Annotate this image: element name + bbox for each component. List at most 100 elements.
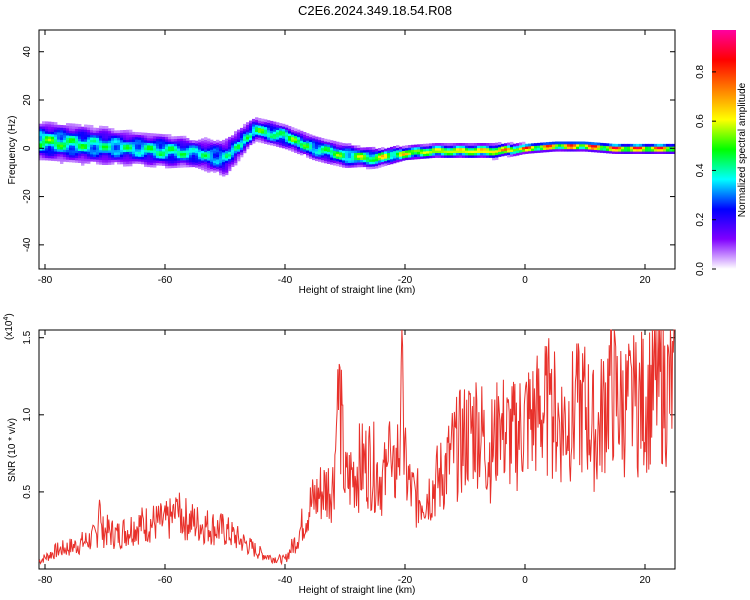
heatmap-cell (141, 147, 145, 150)
heatmap-cell (510, 141, 514, 145)
heatmap-cell (480, 145, 484, 149)
heatmap-cell (222, 154, 226, 158)
heatmap-cell (159, 143, 163, 147)
heatmap-cell (354, 152, 358, 156)
heatmap-cell (189, 142, 193, 146)
heatmap-cell (93, 159, 97, 162)
heatmap-cell (108, 135, 112, 139)
heatmap-cell (435, 143, 439, 146)
heatmap-cell (462, 150, 466, 153)
heatmap-cell (96, 161, 100, 165)
colorbar-gradient (712, 30, 736, 269)
heatmap-cell (492, 155, 496, 158)
heatmap-cell (129, 163, 133, 167)
heatmap-cell (672, 143, 676, 147)
heatmap-cell (381, 161, 385, 165)
heatmap-cell (105, 140, 109, 144)
heatmap-cell (183, 157, 187, 161)
heatmap-cell (528, 146, 532, 149)
heatmap-cell (609, 143, 613, 147)
heatmap-cell (204, 149, 208, 153)
heatmap-cell (420, 144, 424, 147)
heatmap-cell (162, 139, 166, 142)
heatmap-cell (129, 156, 133, 159)
heatmap-cell (537, 145, 541, 149)
heatmap-cell (216, 151, 220, 155)
heatmap-cell (234, 157, 238, 161)
heatmap-cell (489, 150, 493, 153)
heatmap-cell (207, 162, 211, 166)
heatmap-cell (405, 147, 409, 151)
heatmap-cell (234, 140, 238, 144)
heatmap-cell (426, 146, 430, 149)
heatmap-cell (297, 132, 301, 135)
heatmap-cell (129, 141, 133, 145)
heatmap-cell (84, 124, 88, 128)
heatmap-cell (39, 152, 43, 156)
heatmap-cell (78, 155, 82, 159)
heatmap-cell (135, 153, 139, 157)
heatmap-cell (207, 140, 211, 144)
heatmap-cell (75, 145, 79, 149)
heatmap-cell (255, 136, 259, 140)
heatmap-cell (225, 138, 229, 142)
heatmap-cell (129, 146, 133, 150)
heatmap-cell (657, 148, 661, 152)
heatmap-cell (84, 153, 88, 157)
heatmap-cell (234, 162, 238, 166)
heatmap-cell (597, 145, 601, 148)
heatmap-cell (123, 149, 127, 153)
heatmap-cell (72, 135, 76, 139)
heatmap-x-axis-label: Height of straight line (km) (299, 285, 416, 296)
heatmap-cell (318, 151, 322, 155)
heatmap-cell (96, 142, 100, 146)
heatmap-cell (330, 161, 334, 165)
heatmap-cell (447, 150, 451, 153)
heatmap-cell (423, 155, 427, 159)
heatmap-cell (150, 159, 154, 163)
heatmap-cell (150, 133, 154, 136)
heatmap-cell (72, 123, 76, 127)
heatmap-cell (219, 143, 223, 147)
heatmap-cell (168, 148, 172, 152)
heatmap-cell (312, 150, 316, 153)
heatmap-cell (390, 156, 394, 160)
heatmap-cell (369, 154, 373, 158)
heatmap-cell (357, 154, 361, 158)
heatmap-cell (468, 143, 472, 146)
heatmap-cell (453, 143, 457, 146)
heatmap-cell (222, 166, 226, 170)
heatmap-cell (369, 164, 373, 167)
heatmap-cell (72, 147, 76, 151)
heatmap-cell (282, 138, 286, 142)
heatmap-cell (117, 142, 121, 146)
heatmap-cell (306, 140, 310, 144)
heatmap-cell (201, 162, 205, 166)
heatmap-cell (156, 162, 160, 166)
heatmap-cell (180, 140, 184, 144)
heatmap-cell (561, 148, 565, 152)
heatmap-cell (306, 154, 310, 158)
heatmap-cell (213, 145, 217, 149)
heatmap-cell (117, 137, 121, 141)
heatmap-cell (192, 157, 196, 160)
heatmap-cell (435, 155, 439, 158)
heatmap-cell (255, 122, 259, 125)
heatmap-cell (288, 133, 292, 136)
heatmap-cell (141, 134, 145, 138)
heatmap-cell (258, 120, 262, 124)
heatmap-cell (165, 143, 169, 147)
heatmap-cell (135, 141, 139, 145)
heatmap-cell (351, 157, 355, 161)
heatmap-cell (582, 148, 586, 152)
heatmap-cell (120, 159, 124, 162)
heatmap-cell (120, 156, 124, 160)
heatmap-cell (495, 152, 499, 156)
heatmap-cell (345, 155, 349, 159)
heatmap-cell (105, 162, 109, 165)
heatmap-cell (309, 136, 313, 140)
heatmap-cell (144, 132, 148, 136)
heatmap-cell (297, 141, 301, 145)
heatmap-cell (435, 152, 439, 156)
heatmap-cell (102, 133, 106, 136)
